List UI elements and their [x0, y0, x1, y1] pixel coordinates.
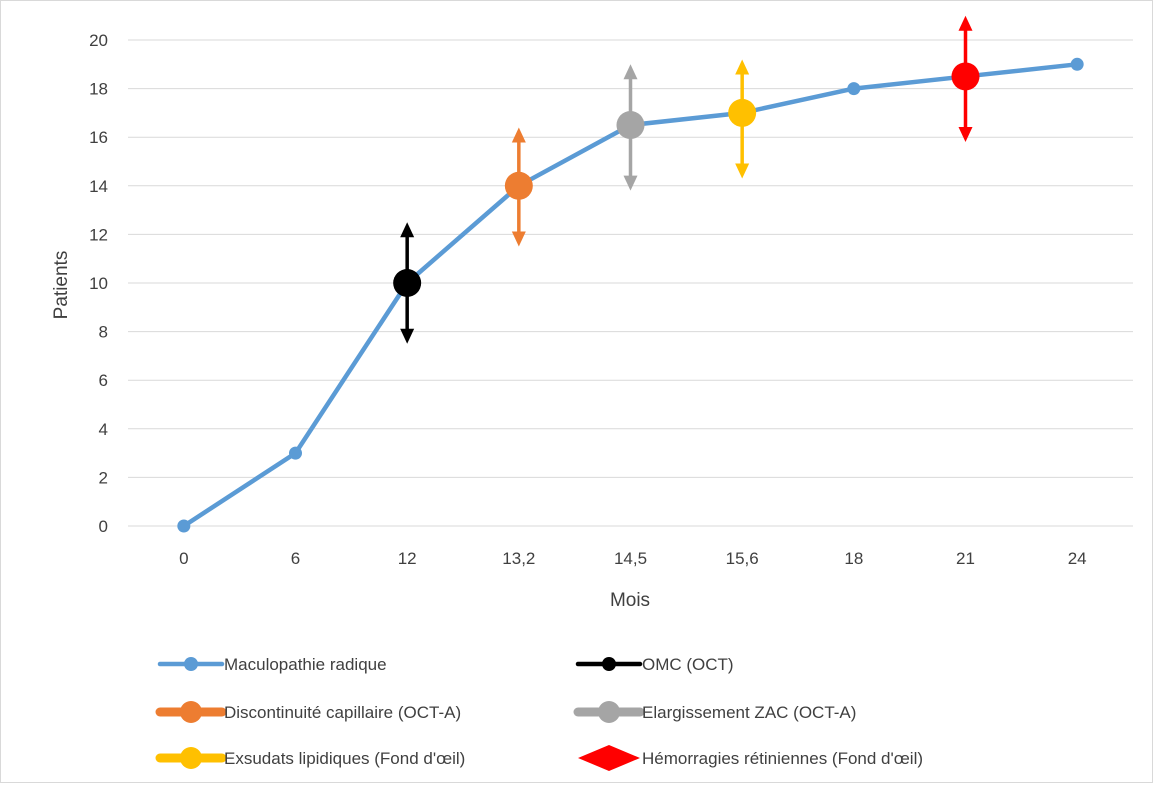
y-axis-title: Patients — [51, 251, 72, 320]
y-tick-label: 4 — [99, 420, 108, 439]
y-tick-label: 6 — [99, 371, 108, 390]
legend-label: Maculopathie radique — [224, 655, 387, 674]
data-point — [847, 82, 861, 96]
marker-point — [504, 171, 533, 200]
legend-label: Discontinuité capillaire (OCT-A) — [224, 703, 461, 722]
legend-label: OMC (OCT) — [642, 655, 734, 674]
legend: Maculopathie radique OMC (OCT) Discontinui… — [155, 655, 923, 771]
markers-layer — [393, 15, 980, 344]
marker-point — [616, 111, 645, 140]
legend-swatch-marker — [184, 657, 198, 671]
y-tick-label: 14 — [89, 177, 108, 196]
x-axis-title: Mois — [610, 590, 650, 611]
marker-arrow-head-down — [511, 231, 526, 247]
marker-arrow-head-up — [623, 64, 638, 80]
marker-arrow-head-up — [958, 15, 973, 31]
marker-arrow-head-down — [400, 328, 415, 344]
y-tick-label: 10 — [89, 274, 108, 293]
x-tick-label: 24 — [1068, 549, 1087, 568]
legend-item: Elargissement ZAC (OCT-A) — [573, 701, 856, 723]
y-tick-label: 20 — [89, 31, 108, 50]
marker-point — [393, 269, 422, 297]
data-point — [1070, 57, 1084, 71]
data-point — [177, 519, 191, 533]
legend-label: Exsudats lipidiques (Fond d'œil) — [224, 749, 465, 768]
y-tick-label: 12 — [89, 225, 108, 244]
marker-arrow-head-down — [623, 175, 638, 191]
x-tick-label: 18 — [844, 549, 863, 568]
legend-label: Hémorragies rétiniennes (Fond d'œil) — [642, 749, 923, 768]
marker-arrow-head-down — [958, 127, 973, 143]
legend-item: Discontinuité capillaire (OCT-A) — [155, 701, 461, 723]
legend-item: OMC (OCT) — [575, 655, 734, 674]
event-marker-3 — [616, 64, 645, 191]
event-marker-5 — [951, 15, 980, 143]
y-tick-label: 2 — [99, 468, 108, 487]
marker-arrow-head-up — [511, 127, 526, 143]
legend-swatch-marker — [602, 657, 616, 671]
marker-arrow-head-up — [735, 59, 750, 75]
y-tick-label: 16 — [89, 128, 108, 147]
x-tick-label: 0 — [179, 549, 188, 568]
marker-arrow-head-down — [735, 163, 750, 179]
x-tick-label: 14,5 — [614, 549, 647, 568]
legend-item: Exsudats lipidiques (Fond d'œil) — [155, 747, 465, 769]
event-marker-4 — [728, 59, 757, 179]
data-point — [289, 446, 302, 460]
legend-swatch-marker — [180, 701, 202, 723]
x-tick-label: 15,6 — [726, 549, 759, 568]
y-tick-label: 18 — [89, 80, 108, 99]
y-tick-label: 0 — [99, 517, 108, 536]
marker-point — [951, 62, 980, 91]
marker-point — [728, 98, 757, 127]
event-marker-1 — [393, 222, 422, 344]
y-tick-label: 8 — [99, 323, 108, 342]
legend-item: Hémorragies rétiniennes (Fond d'œil) — [578, 745, 923, 771]
legend-label: Elargissement ZAC (OCT-A) — [642, 703, 856, 722]
legend-swatch-marker — [598, 701, 620, 723]
legend-swatch-icon — [578, 745, 640, 771]
event-marker-2 — [504, 127, 533, 247]
legend-item: Maculopathie radique — [157, 655, 387, 674]
x-tick-label: 21 — [956, 549, 975, 568]
marker-arrow-head-up — [400, 222, 415, 238]
x-tick-label: 13,2 — [502, 549, 535, 568]
x-tick-label: 6 — [291, 549, 300, 568]
x-tick-label: 12 — [398, 549, 417, 568]
legend-swatch-marker — [180, 747, 202, 769]
